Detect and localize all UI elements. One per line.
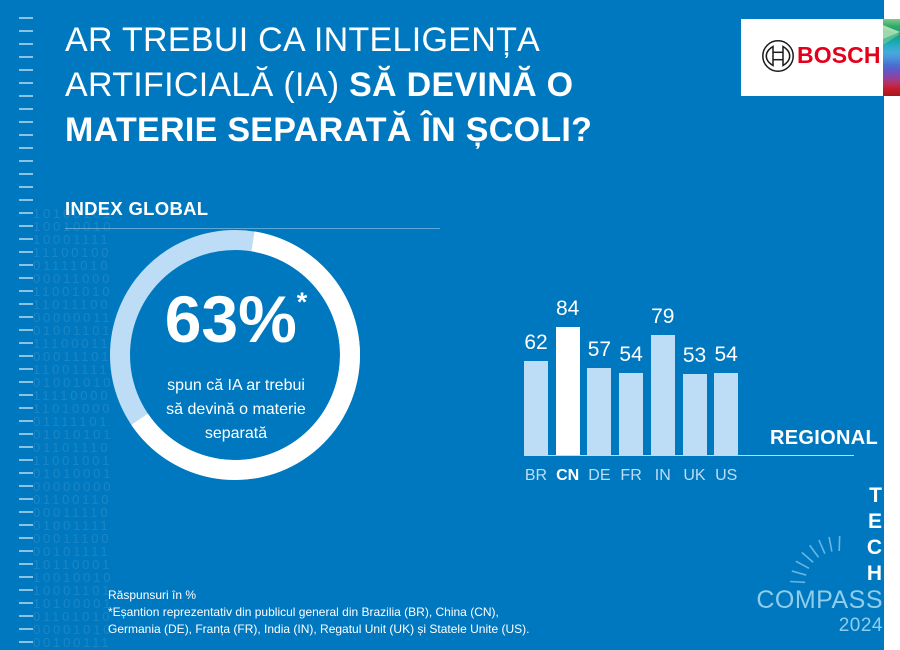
- svg-text:2024: 2024: [839, 615, 883, 632]
- svg-text:T: T: [869, 484, 883, 507]
- svg-text:COMPASS: COMPASS: [756, 586, 883, 614]
- svg-text:H: H: [867, 562, 883, 585]
- svg-text:C: C: [867, 536, 883, 559]
- svg-text:E: E: [868, 510, 883, 533]
